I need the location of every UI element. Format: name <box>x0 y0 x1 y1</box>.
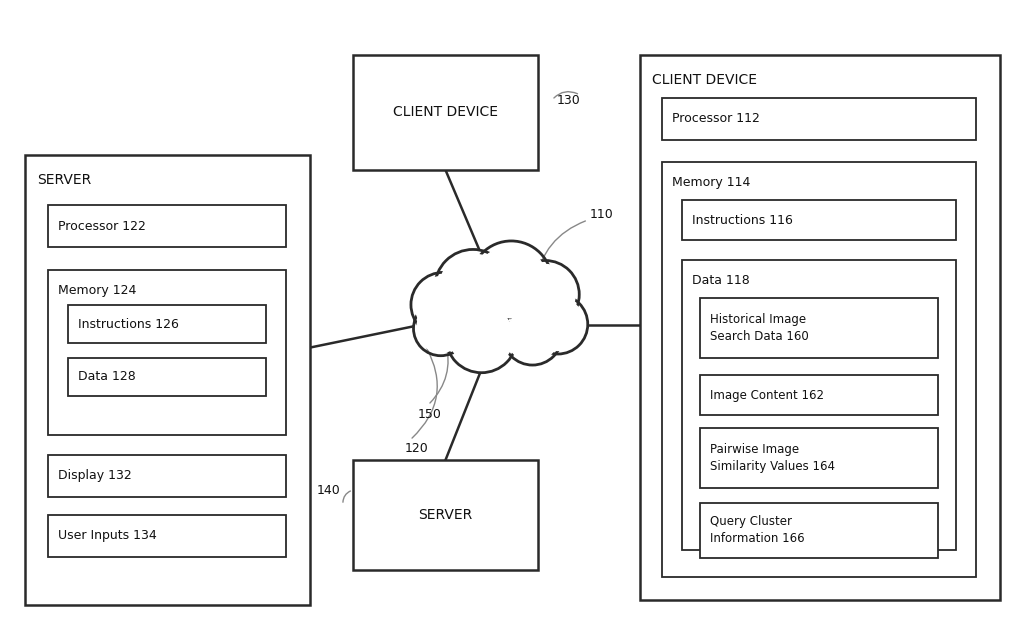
Text: Instructions 116: Instructions 116 <box>692 213 793 227</box>
Bar <box>353 460 538 570</box>
Bar <box>48 515 286 557</box>
Bar <box>68 358 266 396</box>
Bar <box>700 503 938 558</box>
Text: User Inputs 134: User Inputs 134 <box>58 530 157 543</box>
Bar <box>662 98 976 140</box>
Text: 140: 140 <box>316 483 340 496</box>
Text: Query Cluster
Information 166: Query Cluster Information 166 <box>710 515 805 545</box>
Circle shape <box>506 309 559 361</box>
Bar <box>682 200 956 240</box>
Text: 110: 110 <box>590 208 613 222</box>
Bar <box>68 305 266 343</box>
Text: 150: 150 <box>418 409 442 421</box>
Circle shape <box>417 305 465 352</box>
Bar <box>25 155 310 605</box>
Circle shape <box>511 260 580 329</box>
Bar <box>353 55 538 170</box>
Text: SERVER: SERVER <box>419 508 473 522</box>
Bar <box>48 205 286 247</box>
Bar <box>662 162 976 577</box>
Circle shape <box>503 305 562 365</box>
Circle shape <box>531 298 584 351</box>
Circle shape <box>451 305 513 369</box>
Circle shape <box>435 249 511 326</box>
Bar <box>682 260 956 550</box>
Text: CLIENT DEVICE: CLIENT DEVICE <box>652 73 757 87</box>
Bar <box>48 270 286 435</box>
Circle shape <box>528 294 588 354</box>
Bar <box>48 455 286 497</box>
Text: Image Content 162: Image Content 162 <box>710 389 824 401</box>
Circle shape <box>445 301 517 372</box>
Text: Data 118: Data 118 <box>692 274 750 287</box>
Text: Pairwise Image
Similarity Values 164: Pairwise Image Similarity Values 164 <box>710 443 835 473</box>
Text: 120: 120 <box>406 441 429 454</box>
Text: Data 128: Data 128 <box>78 371 136 384</box>
Circle shape <box>414 301 468 356</box>
Text: CLIENT DEVICE: CLIENT DEVICE <box>393 106 498 120</box>
Text: Processor 122: Processor 122 <box>58 220 145 232</box>
Text: Display 132: Display 132 <box>58 470 132 483</box>
Text: Historical Image
Search Data 160: Historical Image Search Data 160 <box>710 313 809 343</box>
Circle shape <box>515 265 575 324</box>
Circle shape <box>415 276 472 333</box>
Text: Memory 114: Memory 114 <box>672 176 751 189</box>
Circle shape <box>475 246 547 317</box>
Text: Memory 124: Memory 124 <box>58 284 136 297</box>
Circle shape <box>411 272 475 337</box>
Bar <box>640 55 1000 600</box>
Text: SERVER: SERVER <box>37 173 91 187</box>
Bar <box>700 298 938 358</box>
Bar <box>700 375 938 415</box>
Text: Processor 112: Processor 112 <box>672 113 760 125</box>
Circle shape <box>439 254 507 321</box>
Circle shape <box>470 241 552 322</box>
Text: 130: 130 <box>557 93 581 106</box>
Text: Instructions 126: Instructions 126 <box>78 317 179 331</box>
Bar <box>700 428 938 488</box>
